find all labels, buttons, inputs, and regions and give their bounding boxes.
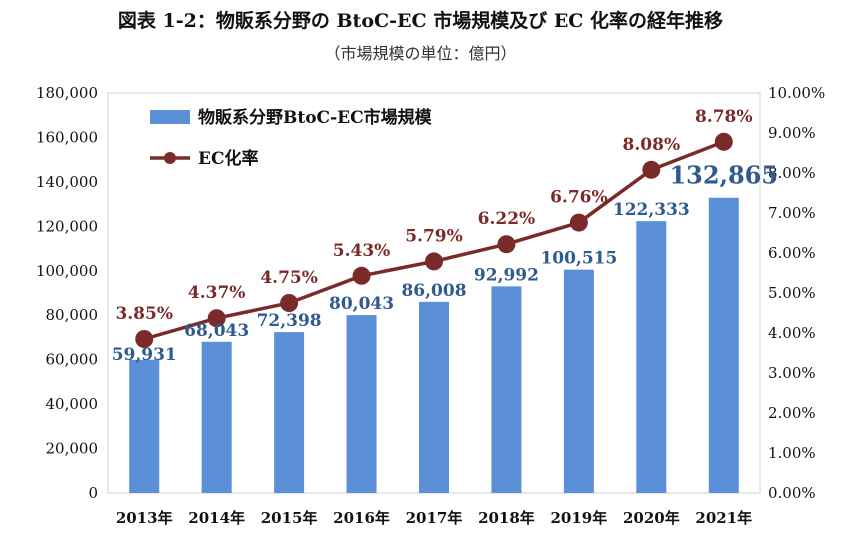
bar-value-label: 68,043 xyxy=(184,321,249,341)
x-tick-label: 2020年 xyxy=(623,509,680,527)
line-value-label: 6.22% xyxy=(478,209,536,229)
bar xyxy=(636,221,667,493)
bar-value-label: 80,043 xyxy=(329,294,394,314)
legend-bar-label: 物販系分野BtoC-EC市場規模 xyxy=(198,107,433,128)
bar xyxy=(346,315,377,493)
line-point xyxy=(207,309,226,328)
y-tick-label: 140,000 xyxy=(36,173,98,191)
line-point xyxy=(714,132,733,151)
x-tick-label: 2016年 xyxy=(333,509,390,527)
line-value-label: 3.85% xyxy=(115,304,173,324)
y2-tick-label: 5.00% xyxy=(768,284,816,302)
bar xyxy=(201,341,232,493)
chart-subtitle: （市場規模の単位：億円） xyxy=(324,44,517,63)
bar xyxy=(563,269,594,493)
line-value-label: 4.37% xyxy=(188,283,246,303)
line-point xyxy=(569,213,588,232)
y-tick-label: 20,000 xyxy=(46,440,99,458)
y-tick-label: 60,000 xyxy=(46,351,99,369)
bar-value-label: 92,992 xyxy=(474,265,539,285)
x-tick-label: 2017年 xyxy=(406,509,463,527)
legend-line-label: EC化率 xyxy=(198,148,259,169)
x-tick-label: 2013年 xyxy=(116,509,173,527)
y2-tick-label: 10.00% xyxy=(768,84,825,102)
y-tick-label: 40,000 xyxy=(46,395,99,413)
bar-value-label: 72,398 xyxy=(257,311,322,331)
line-value-label: 5.43% xyxy=(333,241,391,261)
legend-line-marker xyxy=(164,152,176,164)
line-point xyxy=(642,160,661,179)
y2-tick-label: 9.00% xyxy=(768,124,816,142)
y-tick-label: 180,000 xyxy=(36,84,98,102)
x-tick-label: 2014年 xyxy=(188,509,245,527)
y2-tick-label: 1.00% xyxy=(768,444,816,462)
line-value-label: 8.08% xyxy=(623,135,681,155)
legend-bar-swatch xyxy=(150,110,190,124)
x-tick-label: 2019年 xyxy=(551,509,608,527)
bar-value-label: 86,008 xyxy=(401,281,466,301)
y-tick-label: 100,000 xyxy=(36,262,98,280)
x-tick-label: 2018年 xyxy=(478,509,535,527)
bar-value-label: 59,931 xyxy=(112,345,177,365)
line-value-label: 4.75% xyxy=(260,268,318,288)
line-point xyxy=(425,252,443,271)
line-point xyxy=(135,330,154,348)
chart-title: 図表 1-2：物販系分野の BtoC-EC 市場規模及び EC 化率の経年推移 xyxy=(117,10,724,32)
bar xyxy=(491,286,522,493)
y-tick-label: 0 xyxy=(88,484,98,502)
y2-tick-label: 2.00% xyxy=(768,404,816,422)
y-tick-label: 160,000 xyxy=(36,128,98,146)
bar xyxy=(708,197,739,493)
line-value-label: 5.79% xyxy=(405,226,463,246)
y2-tick-label: 4.00% xyxy=(768,324,816,342)
bar-value-label: 132,865 xyxy=(669,161,778,190)
bar xyxy=(274,332,305,493)
y2-tick-label: 6.00% xyxy=(768,244,816,262)
y-tick-label: 120,000 xyxy=(36,217,98,235)
x-tick-label: 2021年 xyxy=(695,509,752,527)
y2-tick-label: 7.00% xyxy=(768,204,816,222)
x-tick-label: 2015年 xyxy=(261,509,318,527)
line-point xyxy=(280,294,299,312)
y-tick-label: 80,000 xyxy=(46,306,99,324)
bar-value-label: 122,333 xyxy=(613,200,690,220)
line-point xyxy=(352,266,371,285)
y2-tick-label: 8.00% xyxy=(768,164,816,182)
line-point xyxy=(497,235,516,254)
bar-value-label: 100,515 xyxy=(540,249,617,269)
line-value-label: 6.76% xyxy=(550,188,608,208)
y2-tick-label: 3.00% xyxy=(768,364,816,382)
bar xyxy=(129,359,160,493)
line-value-label: 8.78% xyxy=(695,107,753,127)
bar xyxy=(419,301,449,493)
y2-tick-label: 0.00% xyxy=(768,484,816,502)
